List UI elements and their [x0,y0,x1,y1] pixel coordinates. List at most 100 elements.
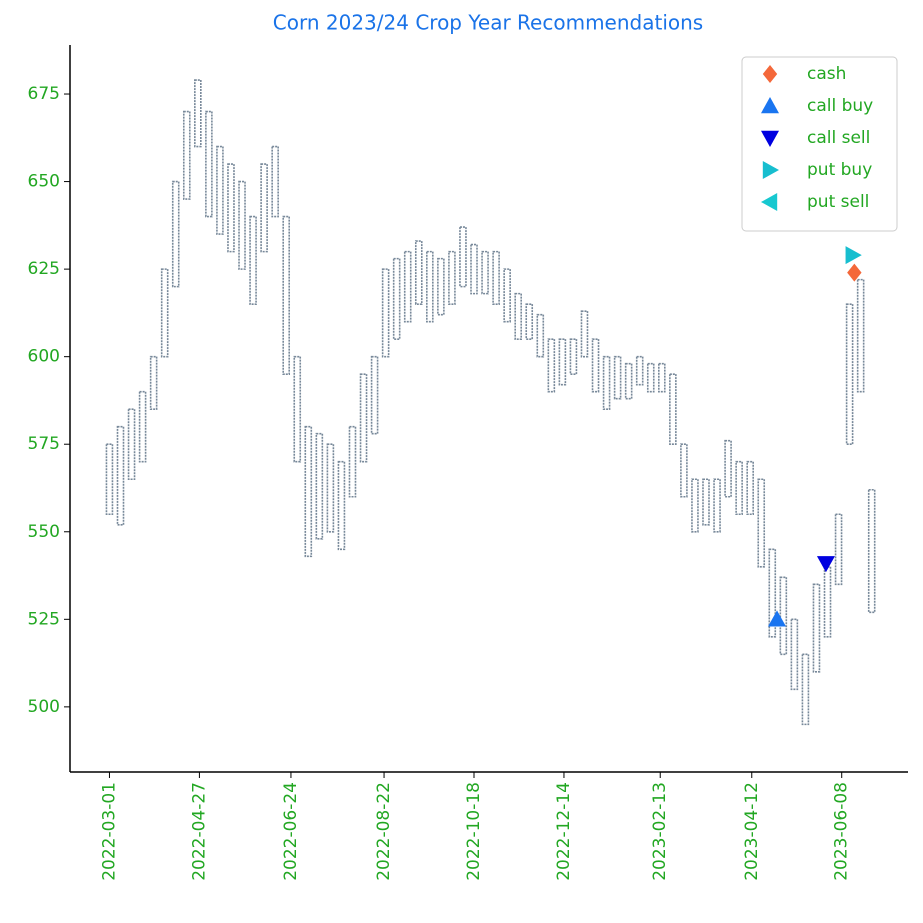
range-bar [149,355,158,411]
range-bar [602,355,611,411]
y-tick-label: 575 [28,434,60,454]
range-bar [669,373,677,446]
y-tick-label: 675 [28,84,60,104]
x-tick-label: 2022-04-27 [189,782,209,881]
range-bar [414,240,423,305]
legend-label: cash [807,64,846,84]
legend-box [741,56,898,232]
range-bar [646,362,655,393]
signal-marker [768,610,787,627]
range-bar [558,338,567,386]
range-bar [326,443,335,533]
range-bar [459,226,467,288]
range-bar [547,338,556,393]
range-bar [702,478,710,526]
range-bar [127,408,136,481]
range-bar [624,362,633,400]
range-bar [779,576,788,656]
legend-marker [761,193,778,211]
y-tick-label: 650 [28,172,60,192]
range-bar [569,338,578,375]
legend-label: put sell [807,192,869,212]
range-bar [481,250,489,295]
range-bar [370,355,379,435]
range-bar [138,390,147,463]
range-bar [205,110,213,218]
range-bar [171,180,180,288]
range-bar [713,478,721,533]
range-bar [194,79,202,148]
range-bar [492,250,500,305]
chart-title: Corn 2023/24 Crop Year Recommendations [273,11,703,35]
range-bar [160,268,169,358]
range-bar [812,583,821,673]
legend-marker [761,130,779,147]
range-bar [403,250,412,323]
range-bar [801,653,810,726]
range-bar [304,425,313,558]
y-tick-label: 600 [28,347,60,367]
legend-marker [762,161,779,179]
range-bar [768,548,777,638]
y-tick-label: 550 [28,522,60,542]
range-bar [249,215,257,305]
range-bar [470,243,478,295]
legend-marker [761,97,779,114]
range-bar [337,460,346,551]
signal-marker [845,246,862,265]
x-tick-label: 2022-08-22 [374,782,394,881]
x-tick-label: 2023-06-08 [832,782,852,881]
signal-marker [816,556,835,573]
range-bar [867,488,876,614]
range-bar [635,355,644,386]
range-bar [691,478,699,533]
range-bar [514,292,522,340]
range-bar [757,478,766,568]
legend-marker [762,65,778,83]
x-tick-label: 2023-02-13 [650,782,670,881]
range-bar [293,355,302,463]
range-bar [746,460,754,516]
range-bar [238,180,246,270]
legend-label: put buy [807,160,872,180]
range-bar [260,163,268,253]
x-tick-label: 2022-06-24 [281,782,301,881]
range-bar [227,163,235,253]
range-bar [613,355,622,400]
range-bar [315,432,324,540]
range-bar [834,513,843,586]
range-bar [790,618,799,691]
range-bar [216,145,224,235]
range-bar [845,303,854,446]
legend-label: call sell [807,128,870,148]
range-bar [503,268,511,323]
range-bar [580,310,589,358]
range-bar [116,425,125,526]
range-bar [426,250,434,323]
y-tick-label: 525 [28,609,60,629]
range-bar [680,443,688,498]
range-bar [437,257,445,316]
x-tick-label: 2023-04-12 [742,782,762,881]
range-bar [525,303,534,340]
range-bar [536,313,545,358]
signal-marker [847,263,862,282]
range-bar [658,362,666,393]
range-bar [348,425,357,498]
legend-label: call buy [807,96,873,116]
range-bar [448,250,456,305]
range-bar [105,443,114,516]
range-bar [182,110,191,200]
x-tick-label: 2022-10-18 [464,782,484,881]
range-bar [735,460,743,516]
range-bar [381,268,390,358]
x-tick-label: 2022-03-01 [99,782,119,881]
range-bar [823,565,832,638]
range-bar [359,373,368,463]
range-bar [392,257,401,340]
range-bar [271,145,279,218]
range-bar [724,439,732,498]
y-tick-label: 500 [28,697,60,717]
range-bar [856,278,865,393]
